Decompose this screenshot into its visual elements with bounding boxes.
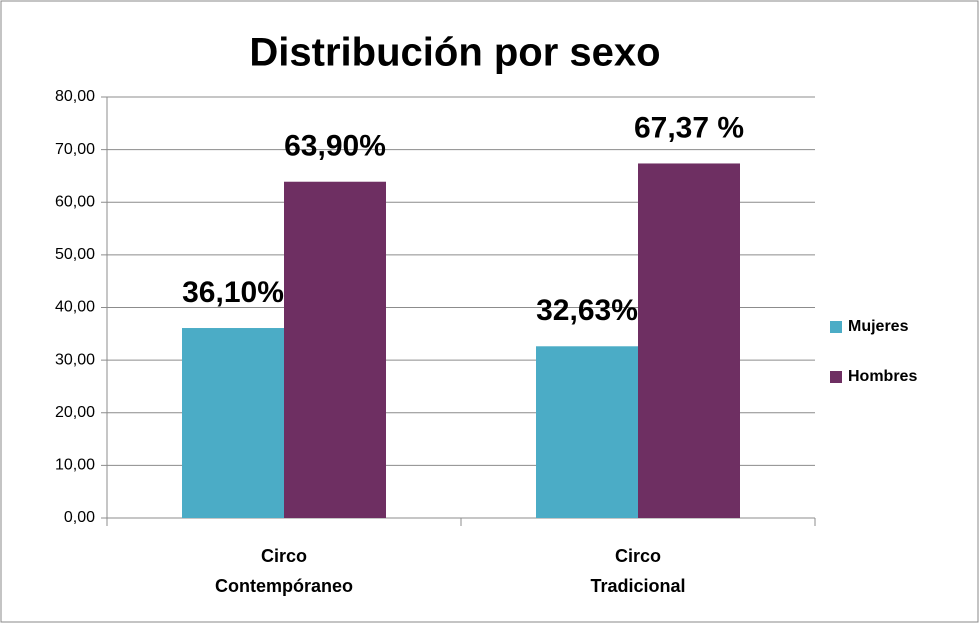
legend-label: Mujeres xyxy=(848,318,909,335)
value-label: 32,63% xyxy=(536,294,638,327)
y-tick-label: 70,00 xyxy=(55,141,95,158)
x-tick-label: Circo xyxy=(615,546,661,566)
value-label: 67,37 % xyxy=(634,111,744,144)
x-tick-label: Tradicional xyxy=(590,576,685,596)
y-tick-label: 80,00 xyxy=(55,88,95,105)
bar xyxy=(284,181,386,518)
value-label: 36,10% xyxy=(182,276,284,309)
x-tick-label: Circo xyxy=(261,546,307,566)
legend-swatch xyxy=(830,321,842,333)
bar xyxy=(638,163,740,518)
bar xyxy=(182,328,284,518)
legend-label: Hombres xyxy=(848,368,917,385)
y-tick-label: 40,00 xyxy=(55,299,95,316)
y-tick-label: 0,00 xyxy=(64,509,95,526)
y-tick-label: 20,00 xyxy=(55,404,95,421)
bar xyxy=(536,346,638,518)
y-tick-label: 30,00 xyxy=(55,351,95,368)
y-tick-label: 60,00 xyxy=(55,193,95,210)
chart-title: Distribución por sexo xyxy=(249,31,660,75)
value-label: 63,90% xyxy=(284,130,386,163)
y-tick-label: 10,00 xyxy=(55,457,95,474)
legend-swatch xyxy=(830,371,842,383)
x-tick-label: Contempóraneo xyxy=(215,576,353,596)
y-tick-label: 50,00 xyxy=(55,246,95,263)
